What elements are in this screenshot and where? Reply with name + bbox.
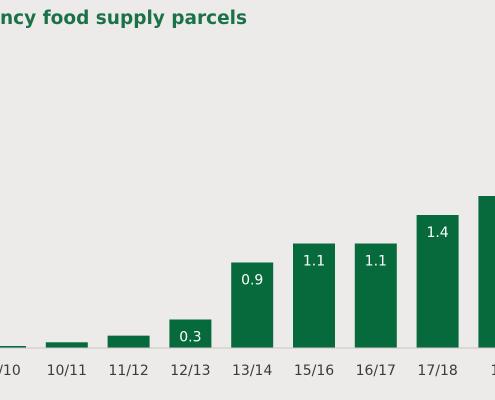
data-label-17-18: 1.4 (426, 225, 448, 241)
bar-17-18 (416, 215, 459, 348)
bar-11-12 (107, 335, 150, 348)
bar-12-13 (169, 319, 212, 348)
x-tick-label-15-16: 15/16 (294, 363, 334, 379)
data-label-13-14: 0.9 (241, 273, 263, 289)
x-tick-label-9-10: 9/10 (0, 363, 21, 379)
bar-18 (478, 196, 495, 348)
x-tick-label-11-12: 11/12 (108, 363, 148, 379)
x-tick-label-17-18: 17/18 (417, 363, 457, 379)
bar-9-10 (0, 346, 26, 348)
data-label-15-16: 1.1 (303, 254, 325, 270)
x-tick-label-16-17: 16/17 (356, 363, 396, 379)
bar-13-14 (231, 262, 274, 348)
bars-layer (0, 196, 495, 348)
x-tick-label-12-13: 12/13 (170, 363, 210, 379)
x-tick-label-18: 18 (490, 363, 495, 379)
labels-layer: 0.30.91.11.11.41 (179, 206, 495, 346)
data-label-16-17: 1.1 (365, 254, 387, 270)
bar-10-11 (45, 342, 88, 348)
bar-16-17 (354, 243, 397, 348)
chart-title: ncy food supply parcels (0, 8, 248, 29)
x-tick-label-13-14: 13/14 (232, 363, 272, 379)
x-tick-label-10-11: 10/11 (47, 363, 87, 379)
data-label-12-13: 0.3 (179, 330, 201, 346)
ticks-layer: 9/10 10/11 11/12 12/13 13/14 15/16 16/17 17/18 1… (0, 363, 495, 379)
bar-15-16 (293, 243, 335, 348)
